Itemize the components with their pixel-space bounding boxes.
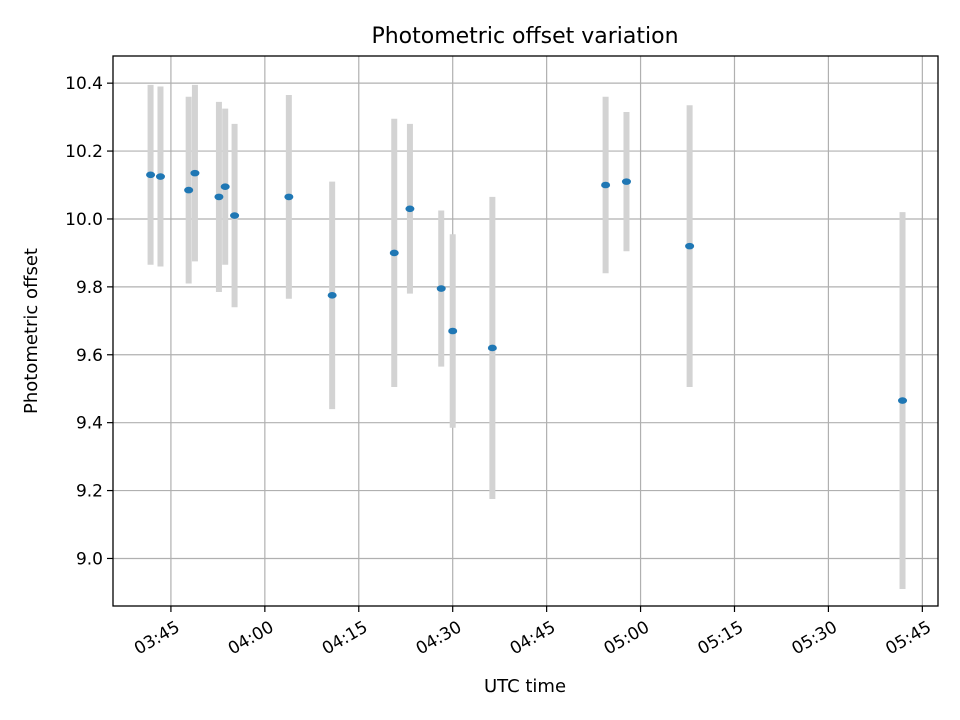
data-point [898,397,908,404]
y-tick-label: 9.8 [76,278,103,298]
y-tick-label: 9.0 [76,549,103,569]
data-point [327,292,337,299]
data-points [146,169,908,404]
data-point [230,212,240,219]
y-tick-label: 10.4 [65,74,103,94]
data-point [448,327,458,335]
data-point [214,193,224,201]
data-point [601,181,611,189]
data-point [146,171,156,179]
data-point [190,169,200,177]
plot-frame [112,55,939,607]
y-axis-label: Photometric offset [21,248,42,414]
y-tick-label: 9.2 [76,482,103,502]
data-point [220,183,230,191]
data-point [685,242,695,250]
data-point [436,285,446,292]
y-tick-label: 9.4 [76,414,103,434]
data-point [184,186,194,194]
y-tick-label: 9.6 [76,346,103,366]
data-point [405,205,415,213]
y-tick-label: 10.2 [65,142,103,162]
grid [113,56,938,606]
data-point [621,178,631,185]
data-point [284,193,294,201]
y-axis: 9.0 9.2 9.4 9.6 9.8 10.0 10.2 10.4 [65,74,113,569]
data-point [389,249,399,257]
y-tick-label: 10.0 [65,210,103,230]
data-point [487,344,497,352]
data-point [155,173,165,180]
x-axis-label: UTC time [484,676,566,697]
chart-title: Photometric offset variation [371,24,678,49]
